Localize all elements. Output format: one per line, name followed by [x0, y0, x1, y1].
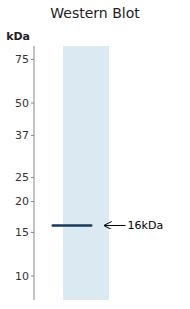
y-axis-line: [34, 46, 35, 300]
band: [53, 224, 91, 227]
y-tick-label: 37: [15, 129, 29, 142]
y-tick: [31, 201, 34, 202]
band-arrow: [105, 225, 126, 226]
y-tick-label: 25: [15, 171, 29, 184]
y-tick-label: 50: [15, 97, 29, 110]
band-label: 16kDa: [128, 219, 164, 232]
y-tick: [31, 276, 34, 277]
y-axis-label: kDa: [6, 30, 30, 43]
y-tick-label: 75: [15, 53, 29, 66]
blot-area: [63, 46, 109, 300]
y-tick: [31, 135, 34, 136]
y-tick: [31, 103, 34, 104]
y-tick-label: 10: [15, 270, 29, 283]
y-tick: [31, 232, 34, 233]
y-tick-label: 20: [15, 195, 29, 208]
chart: Western Blot kDa 75 50 37 25 20 15 10 16kDa: [0, 0, 190, 309]
title: Western Blot: [50, 5, 140, 21]
y-tick: [31, 177, 34, 178]
y-tick: [31, 59, 34, 60]
y-tick-label: 15: [15, 226, 29, 239]
